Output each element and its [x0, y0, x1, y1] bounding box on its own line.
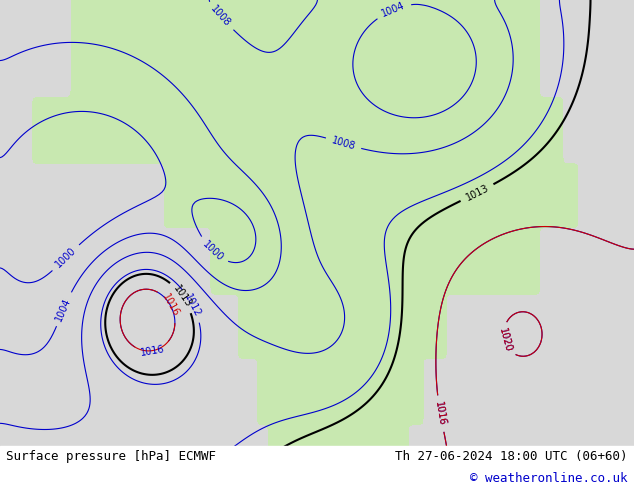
Text: Th 27-06-2024 18:00 UTC (06+60): Th 27-06-2024 18:00 UTC (06+60): [395, 450, 628, 463]
Text: 1020: 1020: [496, 327, 513, 353]
Text: 1013: 1013: [171, 284, 193, 310]
Text: 1016: 1016: [139, 343, 165, 358]
Text: 1000: 1000: [200, 239, 225, 263]
Text: © weatheronline.co.uk: © weatheronline.co.uk: [470, 472, 628, 485]
Text: 1016: 1016: [434, 401, 448, 427]
Text: 1016: 1016: [160, 292, 181, 318]
Text: © weatheronline.co.uk: © weatheronline.co.uk: [470, 472, 628, 485]
Text: 1000: 1000: [53, 245, 78, 270]
Text: 1012: 1012: [183, 292, 203, 318]
Text: 1008: 1008: [209, 4, 233, 29]
Text: 1004: 1004: [54, 296, 73, 322]
Text: 1008: 1008: [330, 135, 357, 152]
Text: Th 27-06-2024 18:00 UTC (06+60): Th 27-06-2024 18:00 UTC (06+60): [395, 450, 628, 463]
Text: 1013: 1013: [464, 183, 490, 203]
Text: 1020: 1020: [496, 327, 513, 353]
Text: Surface pressure [hPa] ECMWF: Surface pressure [hPa] ECMWF: [6, 450, 216, 463]
Text: Surface pressure [hPa] ECMWF: Surface pressure [hPa] ECMWF: [6, 450, 216, 463]
Text: 1012: 1012: [186, 462, 212, 484]
Text: 1016: 1016: [434, 401, 448, 427]
Text: 1004: 1004: [380, 0, 407, 19]
